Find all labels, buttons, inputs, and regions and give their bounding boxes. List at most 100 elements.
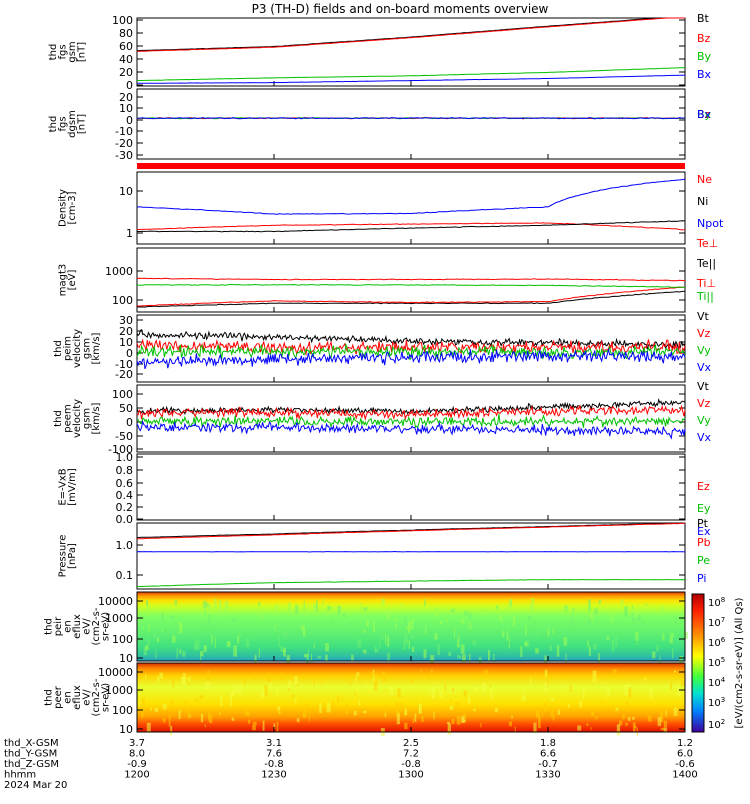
spectrogram-cell bbox=[182, 650, 186, 657]
spectrogram-cell bbox=[288, 687, 290, 692]
spectrogram-cell bbox=[549, 644, 552, 651]
spectrogram-cell bbox=[550, 709, 554, 717]
spectrogram-cell bbox=[649, 687, 653, 698]
spectrogram-cell bbox=[303, 600, 305, 610]
spectrogram-cell bbox=[272, 677, 276, 681]
spectrogram-cell bbox=[395, 702, 399, 713]
spectrogram-cell bbox=[233, 685, 237, 694]
series-line-Vy bbox=[136, 413, 686, 429]
spectrogram-cell bbox=[524, 642, 528, 646]
legend-entry: Vz bbox=[697, 327, 711, 340]
spectrogram-cell bbox=[588, 599, 591, 611]
y-tick-label: 20 bbox=[119, 91, 133, 104]
spectrogram-cell bbox=[464, 610, 468, 616]
x-tick-label: 6.6 bbox=[540, 749, 556, 760]
spectrogram-cell bbox=[412, 717, 414, 724]
spectrogram-cell bbox=[408, 640, 410, 649]
spectrogram-cell bbox=[269, 682, 272, 690]
colorbar-tick-label: 105 bbox=[708, 656, 725, 669]
y-tick-label: 1000 bbox=[105, 265, 133, 278]
spectrogram-cell bbox=[325, 643, 329, 652]
spectrogram-cell bbox=[430, 655, 435, 665]
spectrogram-cell bbox=[355, 675, 357, 682]
spectrogram-cell bbox=[627, 717, 631, 721]
y-axis-label: dgsm bbox=[67, 110, 78, 138]
spectrogram-cell bbox=[492, 654, 495, 662]
spectrogram-cell bbox=[552, 628, 554, 634]
spectrogram-cell bbox=[406, 640, 408, 645]
spectrogram-cell bbox=[616, 724, 621, 736]
legend-entry: Ez bbox=[697, 480, 710, 493]
legend-entry: Pe bbox=[697, 554, 710, 567]
spectrogram-cell bbox=[670, 682, 673, 690]
spectrogram-cell bbox=[521, 696, 526, 702]
spectrogram-cell bbox=[302, 709, 307, 718]
y-axis-label: velocity bbox=[72, 399, 83, 438]
spectrogram-cell bbox=[195, 698, 198, 702]
y-tick-label: -30 bbox=[115, 149, 133, 162]
spectrogram-cell bbox=[625, 701, 629, 711]
legend-entry: By bbox=[697, 108, 712, 121]
spectrogram-cell bbox=[363, 607, 368, 611]
series-line-Bz bbox=[136, 17, 685, 52]
y-axis-label: fgs bbox=[57, 116, 68, 131]
spectrogram-cell bbox=[569, 685, 572, 692]
series-line-Vx bbox=[136, 347, 686, 370]
spectrogram-cell bbox=[451, 718, 455, 724]
spectrogram-cell bbox=[276, 629, 280, 633]
spectrogram-cell bbox=[423, 649, 427, 659]
spectrogram-cell bbox=[561, 675, 565, 680]
spectrogram-cell bbox=[550, 697, 555, 701]
x-tick-label: -0.8 bbox=[401, 759, 421, 770]
y-tick-label: 20 bbox=[119, 66, 133, 79]
spectrogram-cell bbox=[387, 635, 390, 647]
spectrogram-cell bbox=[359, 603, 362, 610]
spectrogram-cell bbox=[276, 722, 279, 732]
y-axis-label: gsm bbox=[82, 408, 93, 429]
spectrogram-cell bbox=[172, 635, 176, 643]
spectrogram-cell bbox=[404, 615, 407, 624]
series-line-Vz bbox=[136, 338, 686, 356]
spectrogram-cell bbox=[206, 681, 210, 690]
spectrogram-cell bbox=[421, 716, 424, 722]
spectrogram-cell bbox=[211, 634, 213, 644]
x-tick-label: 1.8 bbox=[540, 738, 556, 749]
spectrogram-cell bbox=[682, 680, 686, 687]
spectrogram-cell bbox=[295, 604, 299, 614]
y-tick-label: 0 bbox=[126, 416, 133, 429]
spectrogram-cell bbox=[474, 679, 476, 682]
spectrogram-cell bbox=[411, 679, 414, 683]
spectrogram-cell bbox=[615, 635, 618, 647]
y-tick-label: -20 bbox=[115, 368, 133, 381]
x-tick-label: 1330 bbox=[535, 770, 560, 781]
spectrogram-cell bbox=[508, 636, 510, 649]
y-tick-label: 10 bbox=[119, 102, 133, 115]
spectrogram-cell bbox=[514, 726, 516, 732]
spectrogram-cell bbox=[468, 620, 470, 629]
spectrogram-cell bbox=[360, 627, 364, 635]
spectrogram-cell bbox=[468, 694, 470, 701]
spectrogram-cell bbox=[385, 688, 387, 692]
spectrogram-cell bbox=[456, 715, 461, 725]
spectrogram-cell bbox=[308, 711, 310, 722]
spectrogram-cell bbox=[570, 619, 575, 630]
spectrogram-cell bbox=[157, 676, 160, 683]
spectrogram-cell bbox=[552, 716, 555, 721]
x-tick-label: 7.6 bbox=[266, 749, 282, 760]
spectrogram-cell bbox=[370, 671, 374, 677]
spectrogram-cell bbox=[474, 686, 477, 692]
spectrogram-cell bbox=[316, 600, 318, 612]
spectrogram-cell bbox=[598, 653, 600, 664]
spectrogram-cell bbox=[544, 669, 548, 678]
spectrogram-cell bbox=[422, 705, 424, 710]
spectrogram-cell bbox=[186, 677, 188, 680]
spectrogram-cell bbox=[619, 720, 623, 726]
spectrogram-cell bbox=[656, 645, 659, 652]
spectrogram-cell bbox=[592, 670, 597, 683]
spectrogram-cell bbox=[218, 600, 222, 612]
x-tick-label: 6.0 bbox=[677, 749, 693, 760]
series-line-Bx bbox=[136, 116, 685, 120]
y-axis-label: [km/s] bbox=[91, 402, 102, 434]
